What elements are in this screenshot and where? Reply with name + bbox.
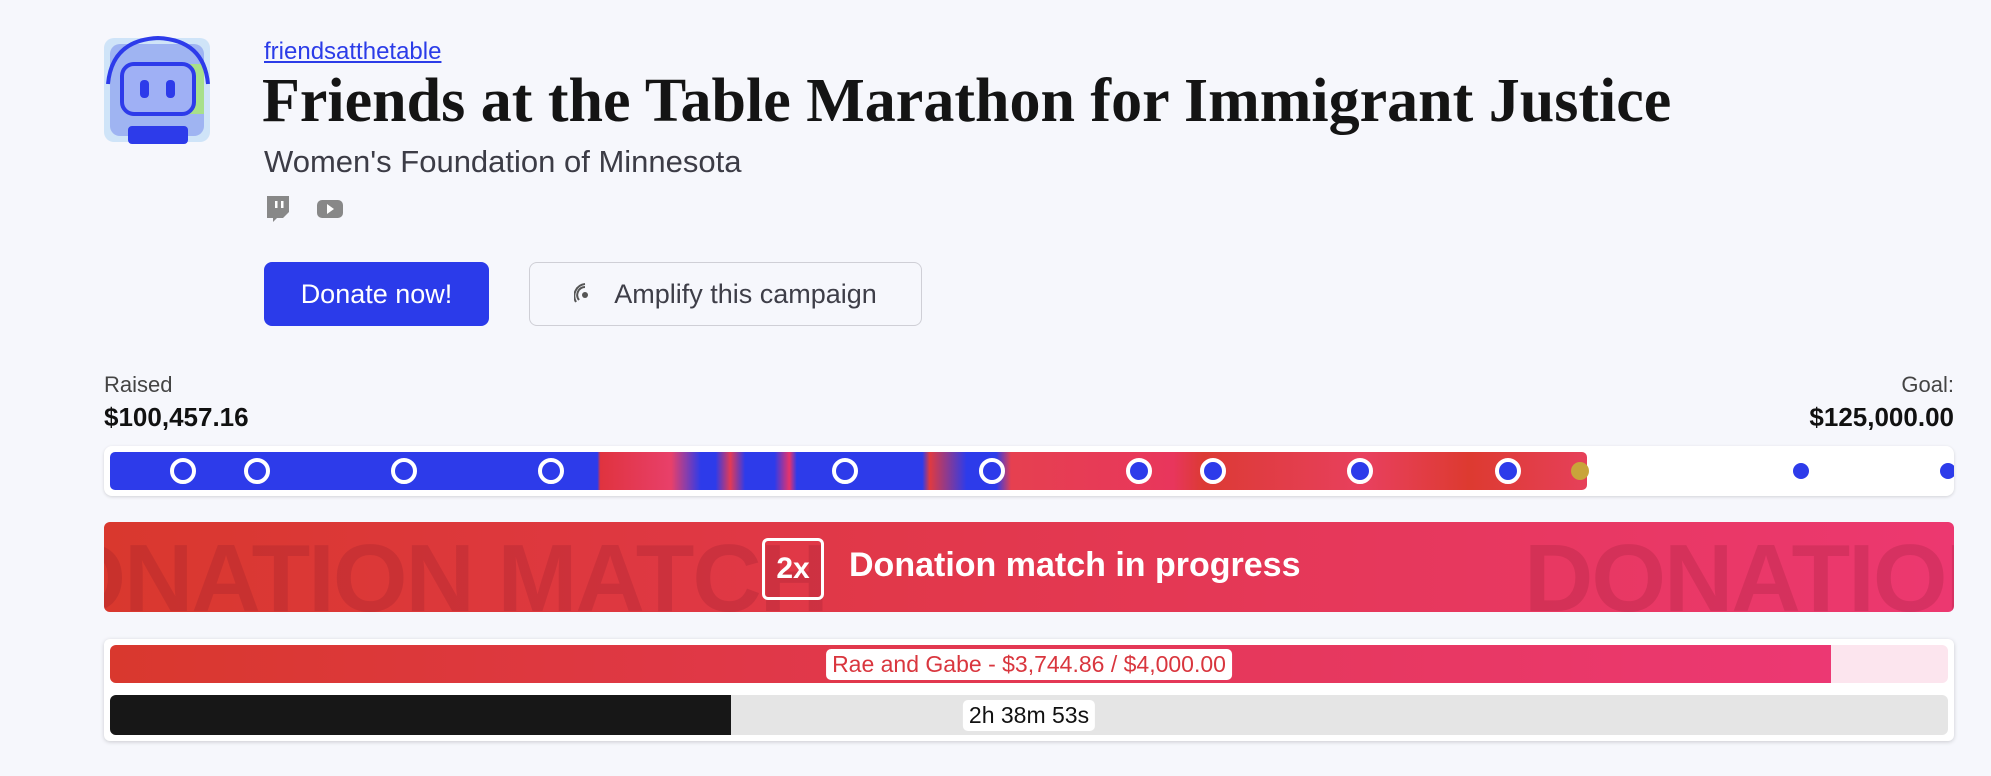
match-multiplier: 2x — [762, 538, 824, 600]
timer: 2h 38m 53s — [962, 700, 1096, 731]
milestone — [1126, 458, 1152, 484]
twitch-icon[interactable] — [267, 196, 289, 222]
milestone — [538, 458, 564, 484]
milestone — [170, 458, 196, 484]
goal-label: Goal: — [1901, 372, 1954, 397]
milestones — [170, 458, 1954, 484]
milestone — [1571, 462, 1589, 480]
subtitle: Women's Foundation of Minnesota — [264, 144, 742, 179]
milestone — [1347, 458, 1373, 484]
match-box: Rae and Gabe - $3,744.86 / $4,000.00 2h … — [104, 639, 1954, 741]
progress-track — [104, 446, 1954, 496]
match-label: Rae and Gabe - $3,744.86 / $4,000.00 — [826, 649, 1232, 680]
donate-button[interactable]: Donate now! — [264, 262, 489, 326]
milestone — [244, 458, 270, 484]
timer-fill — [110, 695, 731, 735]
amplify-icon — [574, 283, 589, 303]
amplify-button[interactable]: Amplify this campaign — [529, 262, 922, 326]
org-link[interactable]: friendsatthetable — [264, 38, 442, 65]
milestone — [1200, 458, 1226, 484]
title: Friends at the Table Marathon for Immigr… — [262, 67, 1672, 135]
match-banner: DONATION MATCH DONATION MATCH — [104, 522, 1954, 612]
raised-amount: $100,457.16 — [104, 402, 249, 432]
social-icons — [267, 196, 343, 222]
watermark: DONATION MATCH — [1524, 525, 1954, 612]
milestone — [832, 458, 858, 484]
amplify-label: Amplify this campaign — [614, 278, 877, 309]
milestone — [979, 458, 1005, 484]
goal-amount: $125,000.00 — [1809, 402, 1954, 432]
milestone — [1940, 463, 1954, 479]
match-text: Donation match in progress — [849, 546, 1301, 584]
avatar — [104, 35, 210, 144]
watermark: DONATION MATCH — [104, 525, 829, 612]
raised-label: Raised — [104, 372, 173, 397]
milestone — [1793, 463, 1809, 479]
timer-track: 2h 38m 53s — [110, 695, 1948, 735]
match-track: Rae and Gabe - $3,744.86 / $4,000.00 — [110, 645, 1948, 683]
milestone — [1495, 458, 1521, 484]
milestone — [391, 458, 417, 484]
